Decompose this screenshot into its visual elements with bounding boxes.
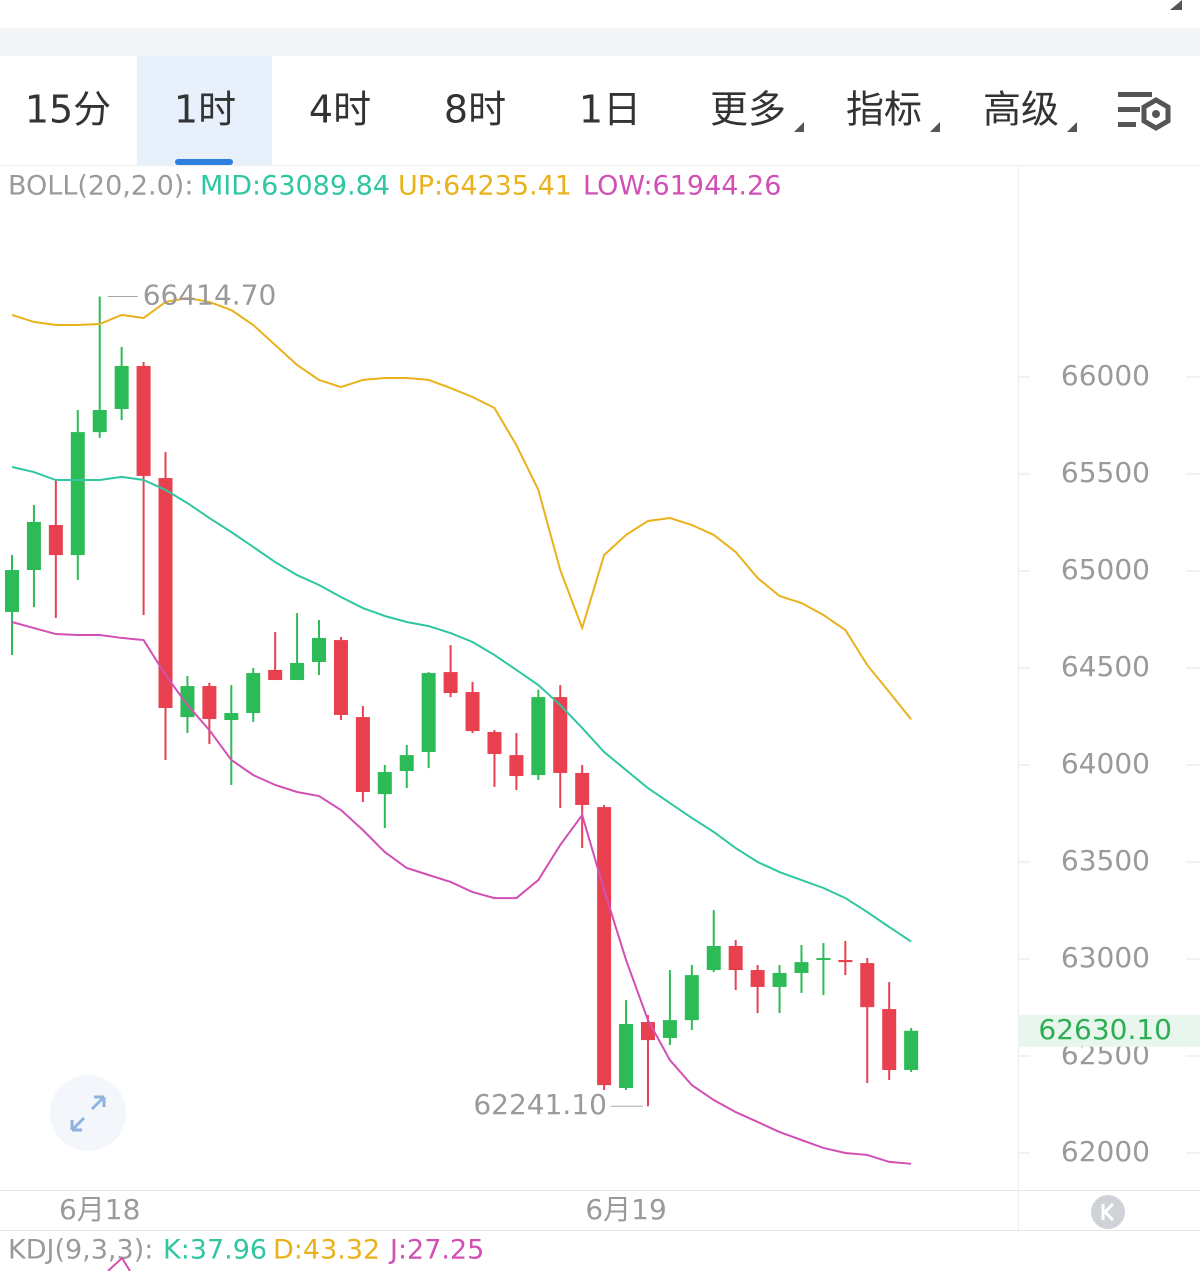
- candle-body: [92, 409, 107, 433]
- y-tick-label: 64500: [1061, 650, 1150, 683]
- candle-body: [268, 669, 283, 681]
- separator-band: [0, 28, 1200, 56]
- candle-body: [180, 686, 195, 718]
- annotation-label: 66414.70: [143, 279, 277, 312]
- top-bar: [0, 0, 1200, 28]
- candle-body: [333, 640, 348, 715]
- icon-bar: [1118, 107, 1140, 112]
- candle-body: [377, 771, 392, 795]
- y-tick-label: 64000: [1061, 747, 1150, 780]
- candle-body: [838, 959, 853, 963]
- tab-bar: 15分 1时 4时 8时 1日 更多 指标 高级: [25, 88, 1077, 132]
- expand-icon: [70, 1095, 106, 1132]
- expand-button[interactable]: [50, 1075, 126, 1151]
- y-tick-label: 62000: [1061, 1135, 1150, 1168]
- candle-body: [882, 1009, 897, 1070]
- tab[interactable]: 4时: [309, 88, 371, 132]
- candle-body: [575, 772, 590, 805]
- candle-body: [816, 958, 831, 961]
- tab[interactable]: 1时: [174, 88, 236, 132]
- candle-body: [70, 432, 85, 556]
- dropdown-caret: [930, 122, 940, 132]
- active-tab-underline: [175, 159, 233, 165]
- candle-body: [224, 713, 239, 720]
- tab[interactable]: 高级: [983, 88, 1059, 132]
- boll-line: [11, 466, 912, 943]
- icon-hex: [1141, 97, 1171, 131]
- kdj-entry: K:37.96: [163, 1235, 267, 1266]
- kdj-entry: D:43.32: [273, 1235, 380, 1266]
- candle-body: [202, 686, 217, 720]
- candle-body: [48, 525, 63, 556]
- scroll-end-button[interactable]: [1091, 1195, 1125, 1229]
- scroll-end-icon: [1101, 1202, 1115, 1222]
- last-price-label: 62630.10: [1038, 1013, 1172, 1046]
- icon-dot: [1152, 110, 1160, 118]
- tab[interactable]: 指标: [846, 88, 922, 132]
- tab[interactable]: 15分: [25, 88, 111, 132]
- candle-body: [421, 673, 436, 753]
- candle-body: [706, 946, 721, 971]
- candle-body: [290, 662, 305, 681]
- candle-body: [750, 970, 765, 987]
- candle-body: [794, 962, 809, 973]
- icon-bar: [1118, 122, 1136, 127]
- tab[interactable]: 8时: [444, 88, 506, 132]
- candle-body: [5, 570, 19, 612]
- candle-body: [860, 963, 875, 1008]
- kdj-line-stub: [107, 1256, 131, 1271]
- dropdown-caret: [1067, 122, 1077, 132]
- candle-body: [158, 478, 173, 708]
- boll-line: [11, 297, 912, 720]
- annotation-label: 62241.10: [473, 1088, 607, 1121]
- candle-body: [443, 672, 458, 694]
- candle-body: [399, 755, 414, 772]
- candle-body: [355, 717, 370, 792]
- candle-body: [597, 807, 612, 1086]
- legend-entry: UP:64235.41: [398, 171, 572, 202]
- tab[interactable]: 1日: [579, 88, 641, 132]
- kdj-entry: J:27.25: [388, 1235, 484, 1266]
- legend-entry: LOW:61944.26: [583, 171, 781, 202]
- x-tick-label: 6月19: [585, 1193, 666, 1226]
- icon-bar: [1118, 92, 1152, 97]
- candle-body: [26, 521, 41, 571]
- candle-body: [465, 692, 480, 732]
- candle-body: [136, 365, 151, 476]
- last-price-bg: [1019, 1014, 1200, 1047]
- candle-body: [246, 673, 261, 714]
- kdj-label: KDJ(9,3,3):: [8, 1235, 153, 1266]
- dropdown-caret: [794, 122, 804, 132]
- y-tick-label: 63500: [1061, 844, 1150, 877]
- y-tick-label: 65500: [1061, 456, 1150, 489]
- x-tick-label: 6月18: [59, 1193, 140, 1226]
- candle-body: [531, 697, 546, 776]
- candle-body: [684, 975, 699, 1021]
- candle-body: [114, 365, 129, 410]
- y-tick-label: 65000: [1061, 553, 1150, 586]
- status-icon: [1170, 0, 1182, 10]
- candle-body: [772, 972, 787, 987]
- y-tick-label: 63000: [1061, 941, 1150, 974]
- candle-body: [904, 1030, 919, 1070]
- y-tick-label: 66000: [1061, 359, 1150, 392]
- indicator-label: BOLL(20,2.0):: [8, 171, 193, 202]
- chart: MID:63089.84 UP:64235.41 LOW:61944.26 62000…: [5, 171, 1200, 1226]
- candle-body: [487, 732, 502, 754]
- candle-body: [662, 1020, 677, 1038]
- candle-body: [553, 697, 568, 773]
- candle-body: [728, 946, 743, 971]
- boll-line: [11, 621, 912, 1165]
- candle-body: [312, 637, 327, 662]
- active-tab-bg: [137, 56, 272, 165]
- tab[interactable]: 更多: [710, 88, 786, 132]
- settings-icon[interactable]: [1118, 92, 1171, 131]
- legend-entry: MID:63089.84: [200, 171, 390, 202]
- candle-body: [509, 755, 524, 777]
- candle-body: [619, 1023, 634, 1089]
